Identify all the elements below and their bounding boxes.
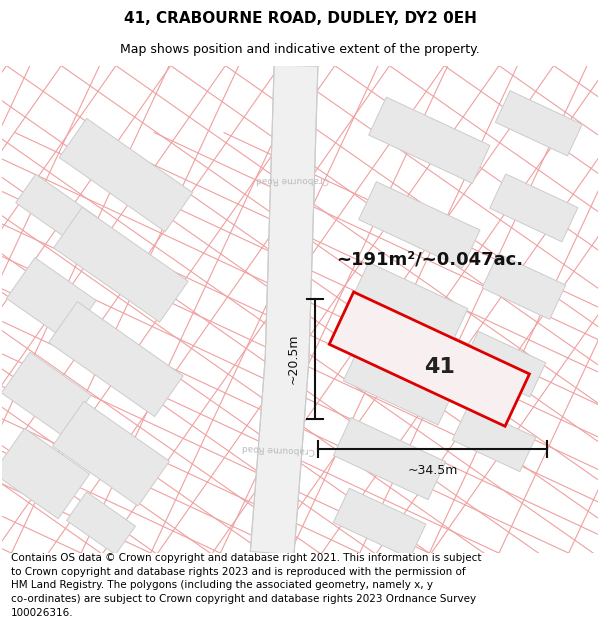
Polygon shape [329, 292, 529, 426]
Polygon shape [343, 343, 455, 425]
Polygon shape [250, 65, 318, 555]
Text: ~191m²/~0.047ac.: ~191m²/~0.047ac. [336, 251, 523, 269]
Polygon shape [482, 254, 566, 319]
Polygon shape [496, 91, 582, 156]
Polygon shape [49, 302, 183, 417]
Polygon shape [351, 262, 468, 346]
Text: ~20.5m: ~20.5m [287, 334, 299, 384]
Polygon shape [7, 258, 96, 341]
Polygon shape [0, 428, 89, 519]
Polygon shape [59, 118, 193, 232]
Polygon shape [16, 174, 97, 246]
Polygon shape [368, 97, 490, 183]
Polygon shape [333, 488, 426, 558]
Polygon shape [1, 352, 91, 436]
Text: 41, CRABOURNE ROAD, DUDLEY, DY2 0EH: 41, CRABOURNE ROAD, DUDLEY, DY2 0EH [124, 11, 476, 26]
Text: ~34.5m: ~34.5m [407, 464, 458, 477]
Text: 41: 41 [424, 357, 455, 377]
Text: Map shows position and indicative extent of the property.: Map shows position and indicative extent… [120, 42, 480, 56]
Text: Crabourne Road: Crabourne Road [241, 442, 315, 454]
Polygon shape [67, 492, 136, 554]
Polygon shape [53, 207, 188, 322]
Polygon shape [452, 406, 536, 472]
Polygon shape [359, 182, 480, 268]
Polygon shape [490, 174, 578, 242]
Text: Contains OS data © Crown copyright and database right 2021. This information is : Contains OS data © Crown copyright and d… [11, 553, 481, 618]
Polygon shape [462, 331, 546, 397]
Text: Crabourne Road: Crabourne Road [256, 176, 329, 185]
Polygon shape [52, 401, 169, 506]
Polygon shape [334, 418, 446, 499]
